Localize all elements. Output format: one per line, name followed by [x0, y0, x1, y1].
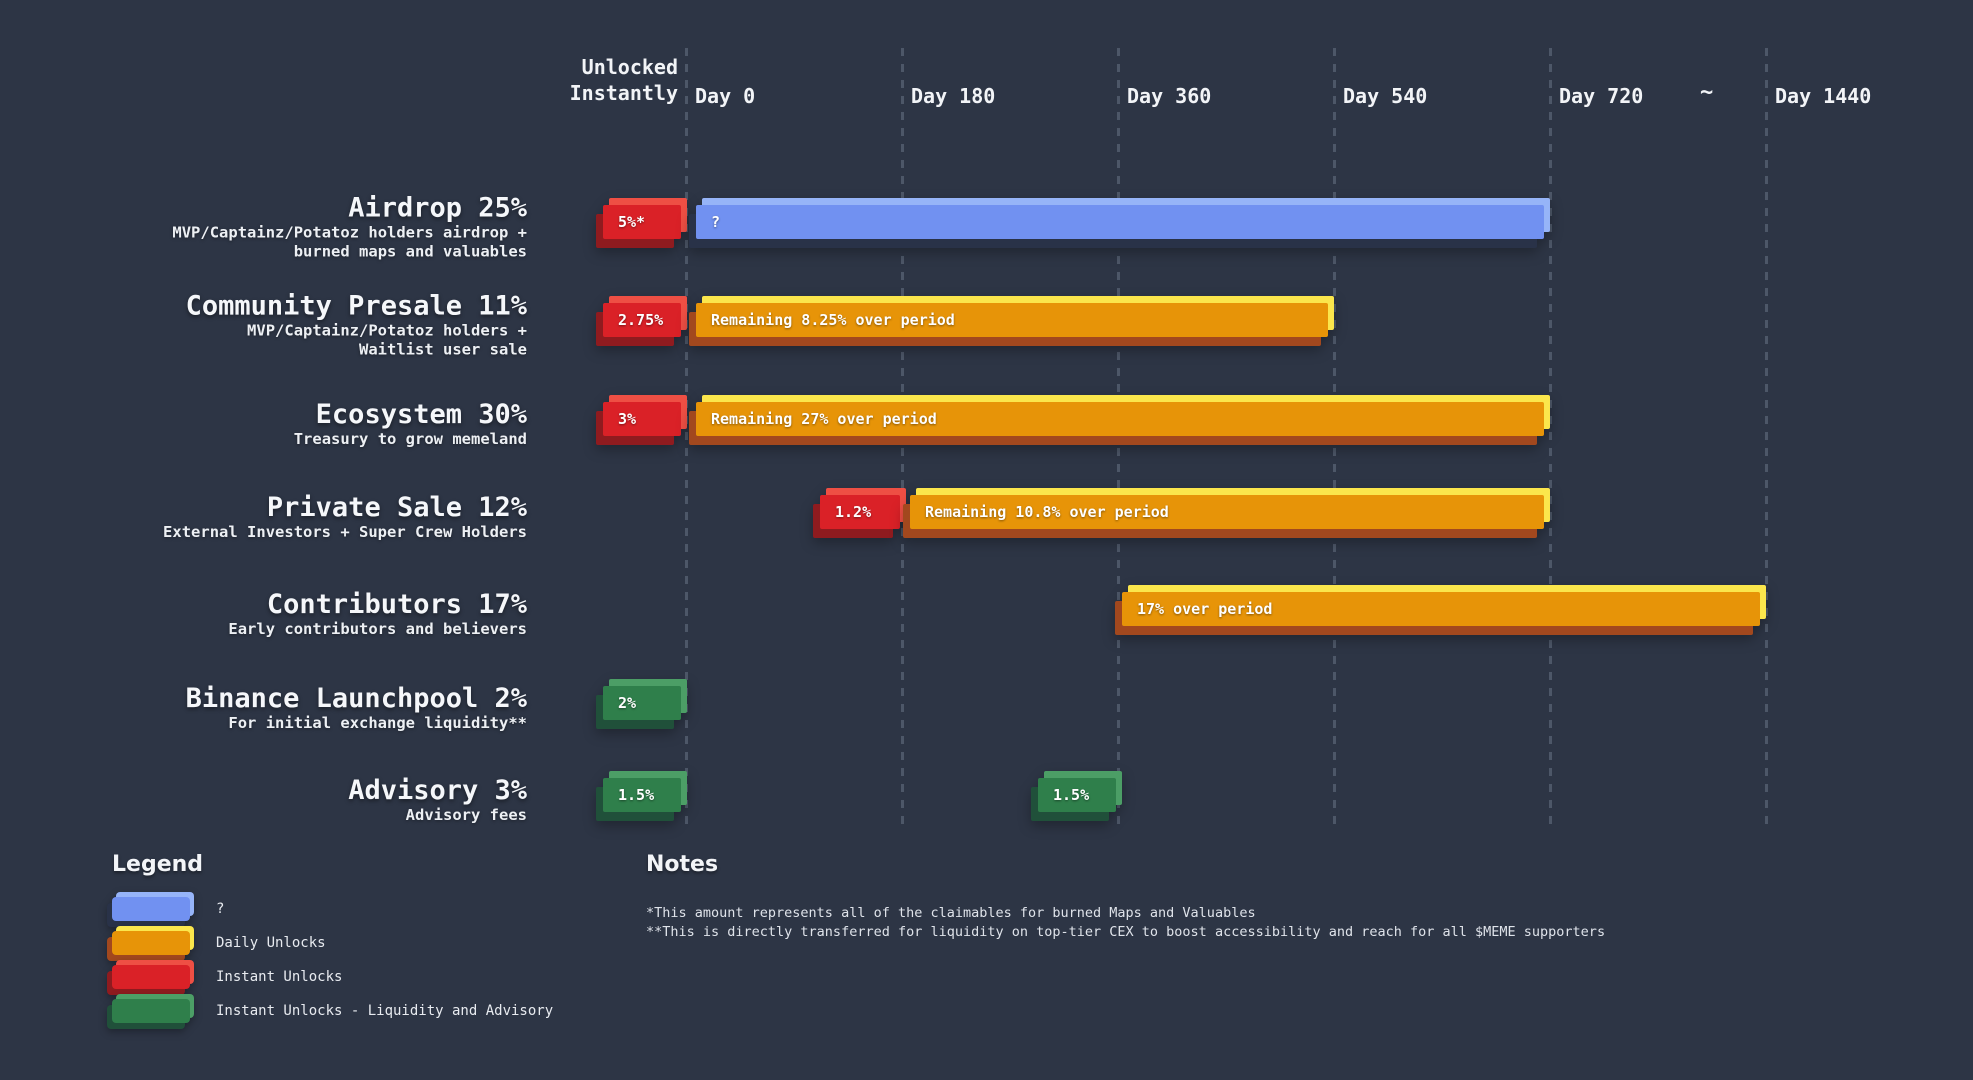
advisory-bar-instant-liquidity: 1.5%	[596, 771, 687, 821]
contributors-bar-daily-label: 17% over period	[1137, 600, 1273, 618]
private-sale-bar-instant-face: 1.2%	[820, 495, 900, 529]
gridline-0	[685, 48, 688, 832]
row-label-binance-launchpool: Binance Launchpool 2% For initial exchang…	[57, 683, 527, 733]
ecosystem-bar-instant: 3%	[596, 395, 687, 445]
axis-tick-label-720: Day 720	[1559, 84, 1644, 108]
ecosystem-bar-daily-2-face: Remaining 27% over period	[696, 402, 1544, 436]
legend-swatch-green-icon	[107, 993, 194, 1029]
private-sale-bar-instant: 1.2%	[813, 488, 906, 538]
ecosystem-bar-instant-label: 3%	[618, 410, 637, 428]
row-label-ecosystem: Ecosystem 30% Treasury to grow memeland	[57, 399, 527, 449]
contributors-bar-daily: 17% over period	[1115, 585, 1766, 635]
legend-swatch-red-icon	[107, 959, 194, 995]
airdrop-bar-instant: 5%*	[596, 198, 687, 248]
private-sale-bar-daily-2-face: Remaining 10.8% over period	[910, 495, 1544, 529]
legend-label-blue: ?	[216, 900, 225, 917]
axis-tick-label-0: Day 0	[695, 84, 756, 108]
contributors-bar-daily-face: 17% over period	[1122, 592, 1760, 626]
row-subtitle-contributors-1: Early contributors and believers	[228, 620, 527, 638]
row-title-advisory: Advisory 3%	[348, 775, 527, 806]
advisory-bar-instant-liquidity-2: 1.5%	[1031, 771, 1122, 821]
ecosystem-bar-daily-2: Remaining 27% over period	[689, 395, 1550, 445]
axis-tick-label-180: Day 180	[911, 84, 996, 108]
legend-swatch-face	[112, 964, 190, 989]
legend-label-green: Instant Unlocks - Liquidity and Advisory	[216, 1002, 554, 1019]
airdrop-bar-instant-face: 5%*	[603, 205, 681, 239]
community-presale-bar-instant-label: 2.75%	[618, 311, 664, 329]
legend-item-red: Instant Unlocks	[107, 959, 553, 995]
axis-compression-tilde: ~	[1700, 80, 1714, 105]
binance-launchpool-bar-instant-liquidity-label: 2%	[618, 694, 637, 712]
legend-swatch-face	[112, 930, 190, 955]
airdrop-bar-instant-label: 5%*	[618, 213, 646, 231]
advisory-bar-instant-liquidity-2-label: 1.5%	[1053, 786, 1090, 804]
legend-label-red: Instant Unlocks	[216, 968, 343, 985]
binance-launchpool-bar-instant-liquidity: 2%	[596, 679, 687, 729]
legend-item-orange: Daily Unlocks	[107, 925, 553, 961]
advisory-bar-instant-liquidity-2-face: 1.5%	[1038, 778, 1116, 812]
binance-launchpool-bar-instant-liquidity-face: 2%	[603, 686, 681, 720]
row-subtitle-airdrop-2: burned maps and valuables	[293, 242, 527, 261]
private-sale-bar-daily-2-label: Remaining 10.8% over period	[925, 503, 1169, 521]
unlocked-header-line2: Instantly	[569, 81, 678, 105]
row-label-private-sale: Private Sale 12% External Investors + Sup…	[57, 492, 527, 542]
airdrop-bar-unknown-2: ?	[689, 198, 1550, 248]
row-subtitle-community-presale-2: Waitlist user sale	[359, 340, 527, 359]
unlocked-instantly-header: Unlocked Instantly	[570, 54, 678, 106]
row-subtitle-binance-launchpool-1: For initial exchange liquidity**	[228, 714, 527, 732]
row-subtitle-advisory-1: Advisory fees	[405, 806, 527, 824]
row-subtitle-private-sale-1: External Investors + Super Crew Holders	[163, 523, 527, 541]
airdrop-bar-unknown-2-label: ?	[711, 213, 721, 231]
row-title-binance-launchpool: Binance Launchpool 2%	[185, 683, 527, 714]
row-label-contributors: Contributors 17% Early contributors and b…	[57, 589, 527, 639]
legend-swatch-orange-icon	[107, 925, 194, 961]
private-sale-bar-daily-2: Remaining 10.8% over period	[903, 488, 1550, 538]
row-title-community-presale: Community Presale 11%	[185, 290, 527, 322]
notes-lines: *This amount represents all of the claim…	[646, 904, 1605, 942]
community-presale-bar-instant: 2.75%	[596, 296, 687, 346]
ecosystem-bar-instant-face: 3%	[603, 402, 681, 436]
axis-tick-label-540: Day 540	[1343, 84, 1428, 108]
ecosystem-bar-daily-2-label: Remaining 27% over period	[711, 410, 937, 428]
row-subtitle-ecosystem-1: Treasury to grow memeland	[293, 430, 527, 448]
legend-title: Legend	[112, 852, 204, 877]
gridline-1440	[1765, 48, 1768, 832]
row-title-contributors: Contributors 17%	[266, 589, 527, 620]
row-subtitle-community-presale-1: MVP/Captainz/Potatoz holders +	[247, 321, 527, 340]
note-line-1: *This amount represents all of the claim…	[646, 905, 1256, 921]
community-presale-bar-daily-2-label: Remaining 8.25% over period	[711, 311, 955, 329]
legend-label-orange: Daily Unlocks	[216, 934, 326, 951]
advisory-bar-instant-liquidity-face: 1.5%	[603, 778, 681, 812]
row-title-private-sale: Private Sale 12%	[266, 492, 527, 523]
private-sale-bar-instant-label: 1.2%	[835, 503, 872, 521]
row-label-advisory: Advisory 3% Advisory fees	[57, 775, 527, 825]
row-label-airdrop: Airdrop 25% MVP/Captainz/Potatoz holders …	[57, 193, 527, 262]
axis-tick-label-1440: Day 1440	[1775, 84, 1872, 108]
row-label-community-presale: Community Presale 11% MVP/Captainz/Potato…	[57, 291, 527, 360]
legend: Legend ? Daily Unlocks Instant Unlocks Inst…	[107, 852, 554, 1032]
legend-swatch-blue-icon	[107, 891, 194, 927]
advisory-bar-instant-liquidity-label: 1.5%	[618, 786, 655, 804]
community-presale-bar-instant-face: 2.75%	[603, 303, 681, 337]
notes: Notes *This amount represents all of the…	[646, 852, 1605, 942]
unlocked-header-line1: Unlocked	[581, 55, 678, 79]
community-presale-bar-daily-2-face: Remaining 8.25% over period	[696, 303, 1328, 337]
legend-item-blue: ?	[107, 891, 553, 927]
legend-items: ? Daily Unlocks Instant Unlocks Instant Unl…	[107, 891, 554, 1029]
legend-item-green: Instant Unlocks - Liquidity and Advisory	[107, 993, 554, 1029]
airdrop-bar-unknown-2-face: ?	[696, 205, 1544, 239]
legend-swatch-face	[112, 998, 190, 1023]
row-title-ecosystem: Ecosystem 30%	[315, 399, 527, 430]
axis-tick-label-360: Day 360	[1127, 84, 1212, 108]
note-line-2: **This is directly transferred for liqui…	[646, 924, 1606, 940]
notes-title: Notes	[646, 852, 719, 877]
community-presale-bar-daily-2: Remaining 8.25% over period	[689, 296, 1334, 346]
row-subtitle-airdrop-1: MVP/Captainz/Potatoz holders airdrop +	[172, 223, 527, 242]
legend-swatch-face	[112, 896, 190, 921]
row-title-airdrop: Airdrop 25%	[348, 192, 527, 224]
gridline-720	[1549, 48, 1552, 832]
